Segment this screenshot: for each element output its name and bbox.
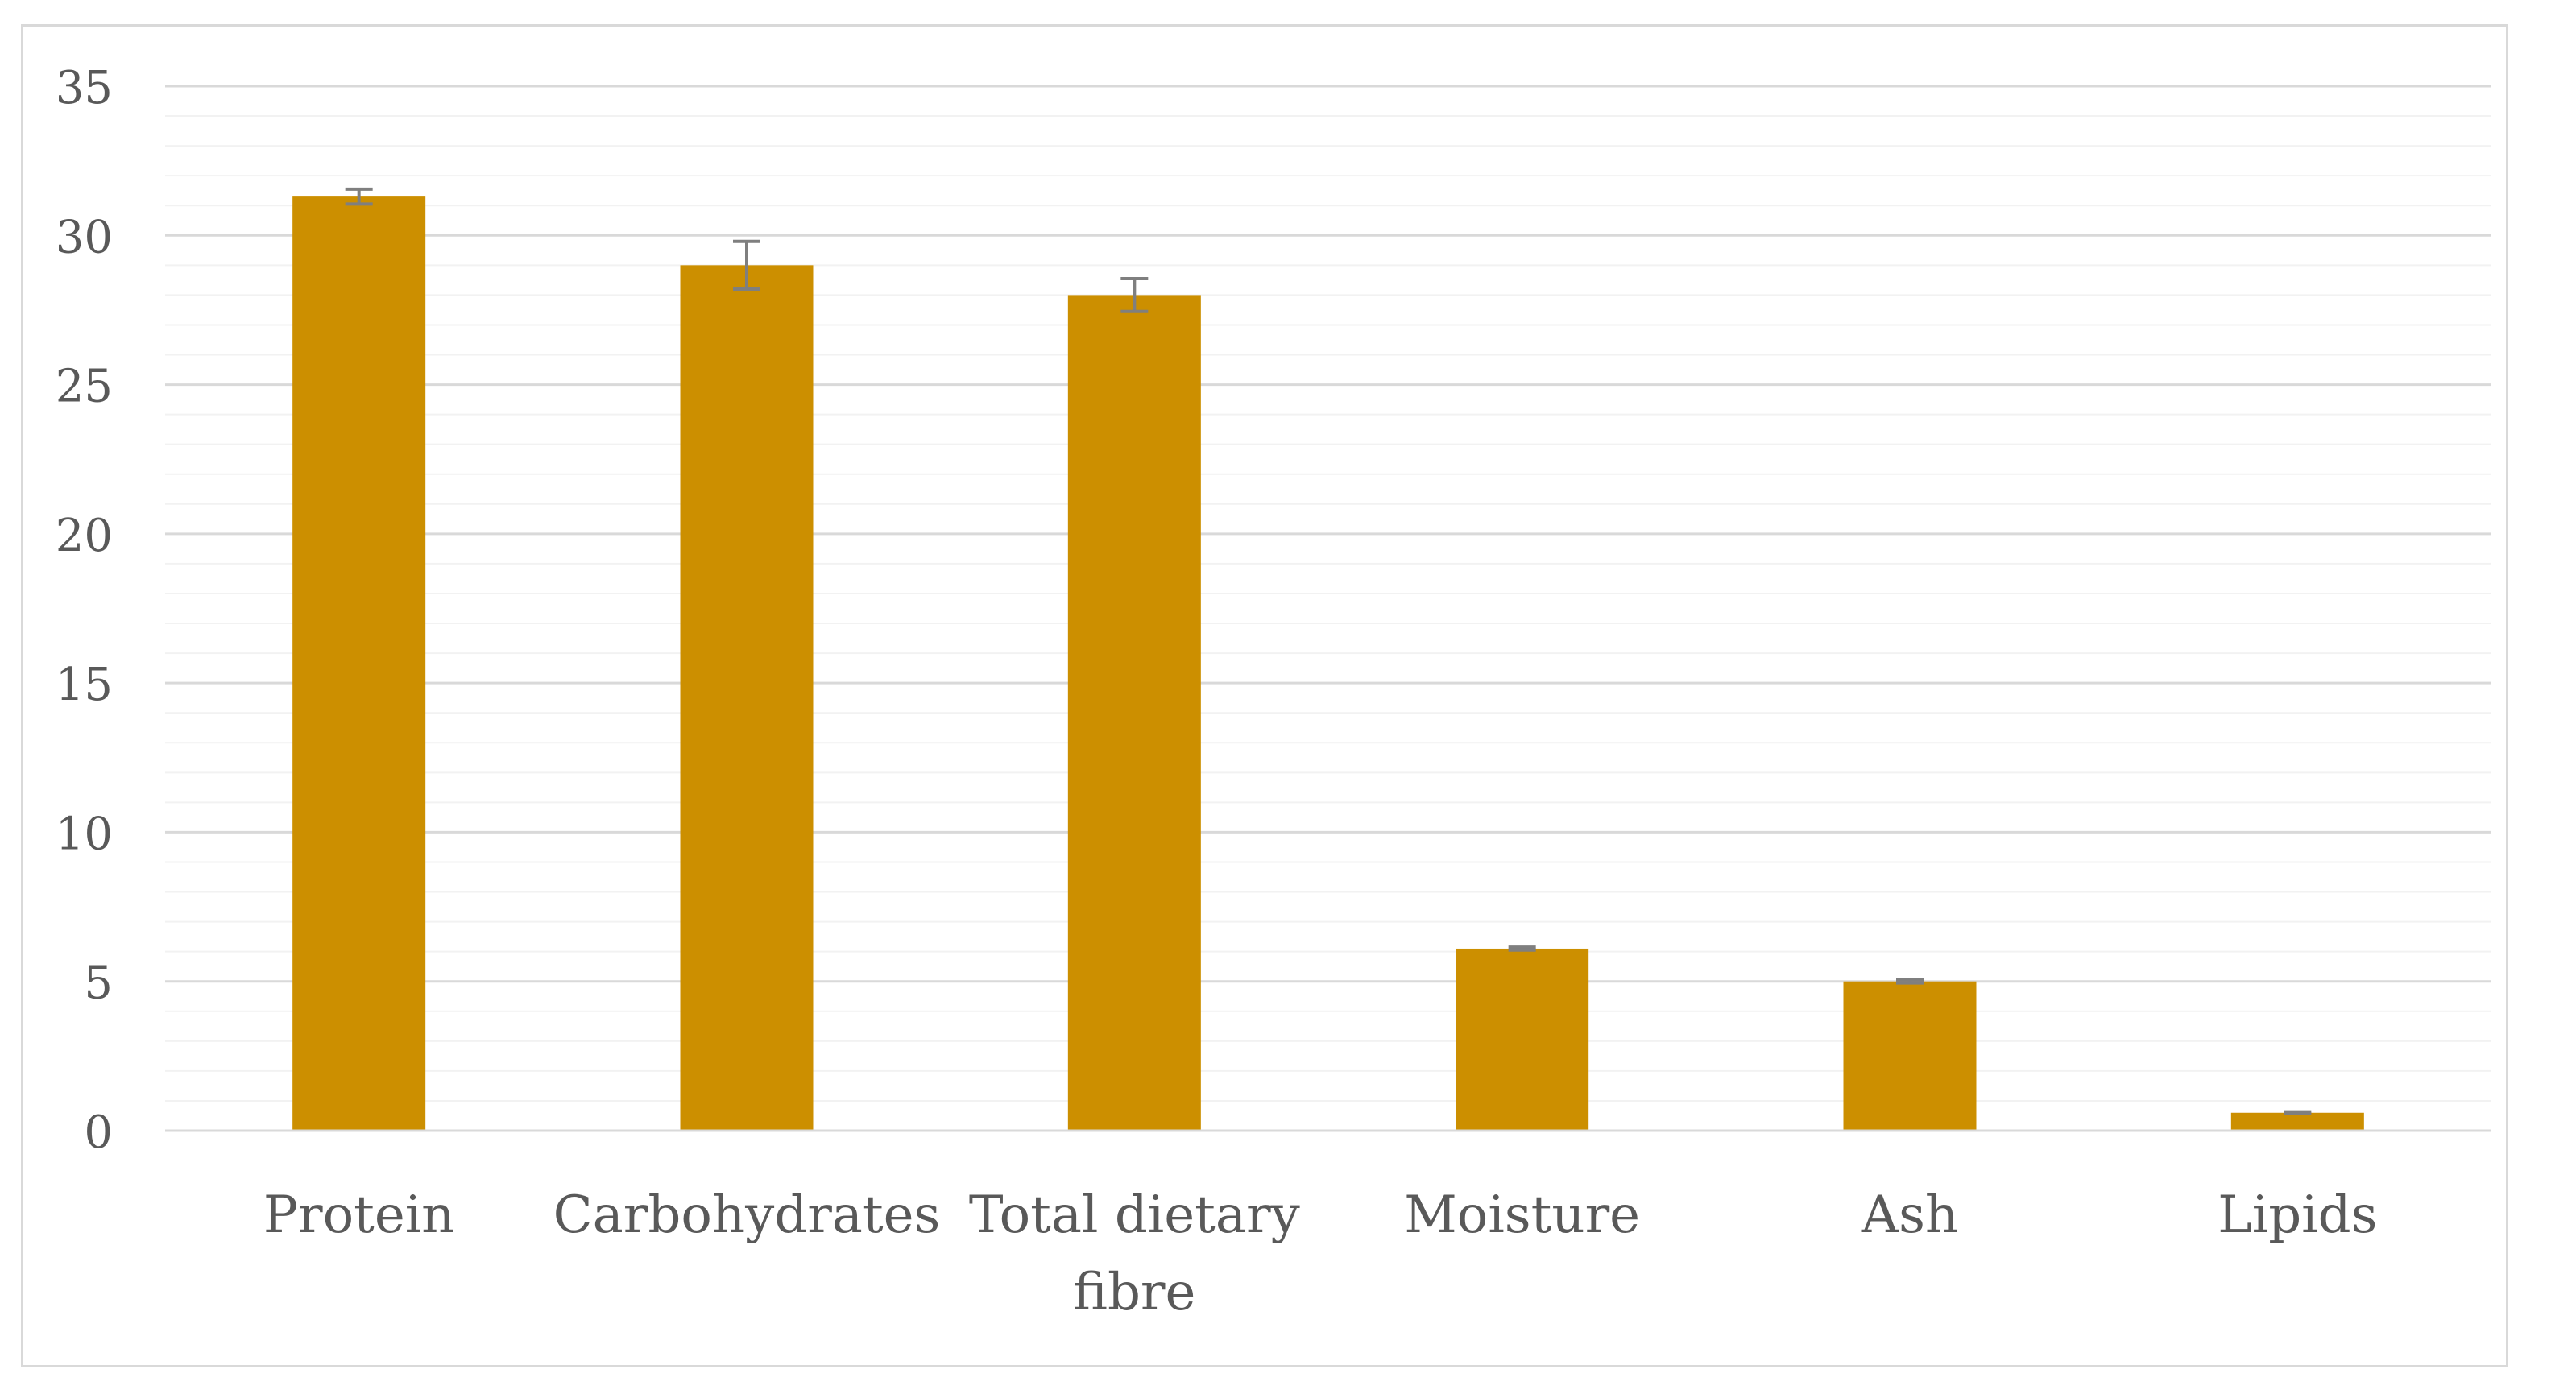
x-tick-label: Ash	[1861, 1185, 1958, 1245]
x-tick-label: Moisture	[1404, 1185, 1640, 1245]
x-tick-label-line: Carbohydrates	[553, 1185, 941, 1245]
y-tick-label: 25	[56, 361, 113, 413]
y-tick-label: 5	[84, 958, 113, 1010]
y-tick-label: 35	[56, 62, 113, 114]
x-tick-label-line: fibre	[1073, 1263, 1195, 1322]
error-bars	[345, 187, 2312, 1115]
x-tick-label-line: Moisture	[1404, 1185, 1640, 1245]
x-tick-label-line: Lipids	[2218, 1185, 2377, 1245]
bar	[680, 265, 814, 1131]
gridlines	[165, 85, 2491, 1102]
y-tick-labels: 0 5 10 15 20 25 30 35	[56, 62, 113, 1159]
bars	[292, 196, 2364, 1131]
error-bar	[1120, 277, 1149, 313]
x-tick-label: Protein	[263, 1185, 454, 1245]
x-tick-labels: Protein Carbohydrates Total dietary fibre Mo…	[263, 1185, 2378, 1322]
bar	[1067, 295, 1201, 1131]
bar	[2230, 1112, 2364, 1131]
y-tick-label: 30	[56, 211, 113, 263]
error-bar	[2284, 1110, 2312, 1115]
x-tick-label: Carbohydrates	[553, 1185, 941, 1245]
y-tick-label: 15	[56, 659, 113, 711]
bar	[292, 196, 426, 1131]
x-tick-label: Total dietary fibre	[969, 1185, 1300, 1322]
y-tick-label: 10	[56, 808, 113, 860]
error-bar	[345, 187, 373, 206]
bar	[1456, 948, 1589, 1131]
chart-border	[21, 24, 2508, 1367]
error-bar	[1508, 945, 1536, 952]
bar	[1843, 981, 1977, 1131]
x-tick-label-line: Protein	[263, 1185, 454, 1245]
x-tick-label-line: Total dietary	[969, 1185, 1300, 1245]
x-tick-label-line: Ash	[1861, 1185, 1958, 1245]
x-tick-label: Lipids	[2218, 1185, 2377, 1245]
y-tick-label: 20	[56, 510, 113, 562]
error-bar	[733, 239, 760, 291]
y-tick-label: 0	[84, 1107, 113, 1159]
error-bar	[1896, 978, 1924, 985]
